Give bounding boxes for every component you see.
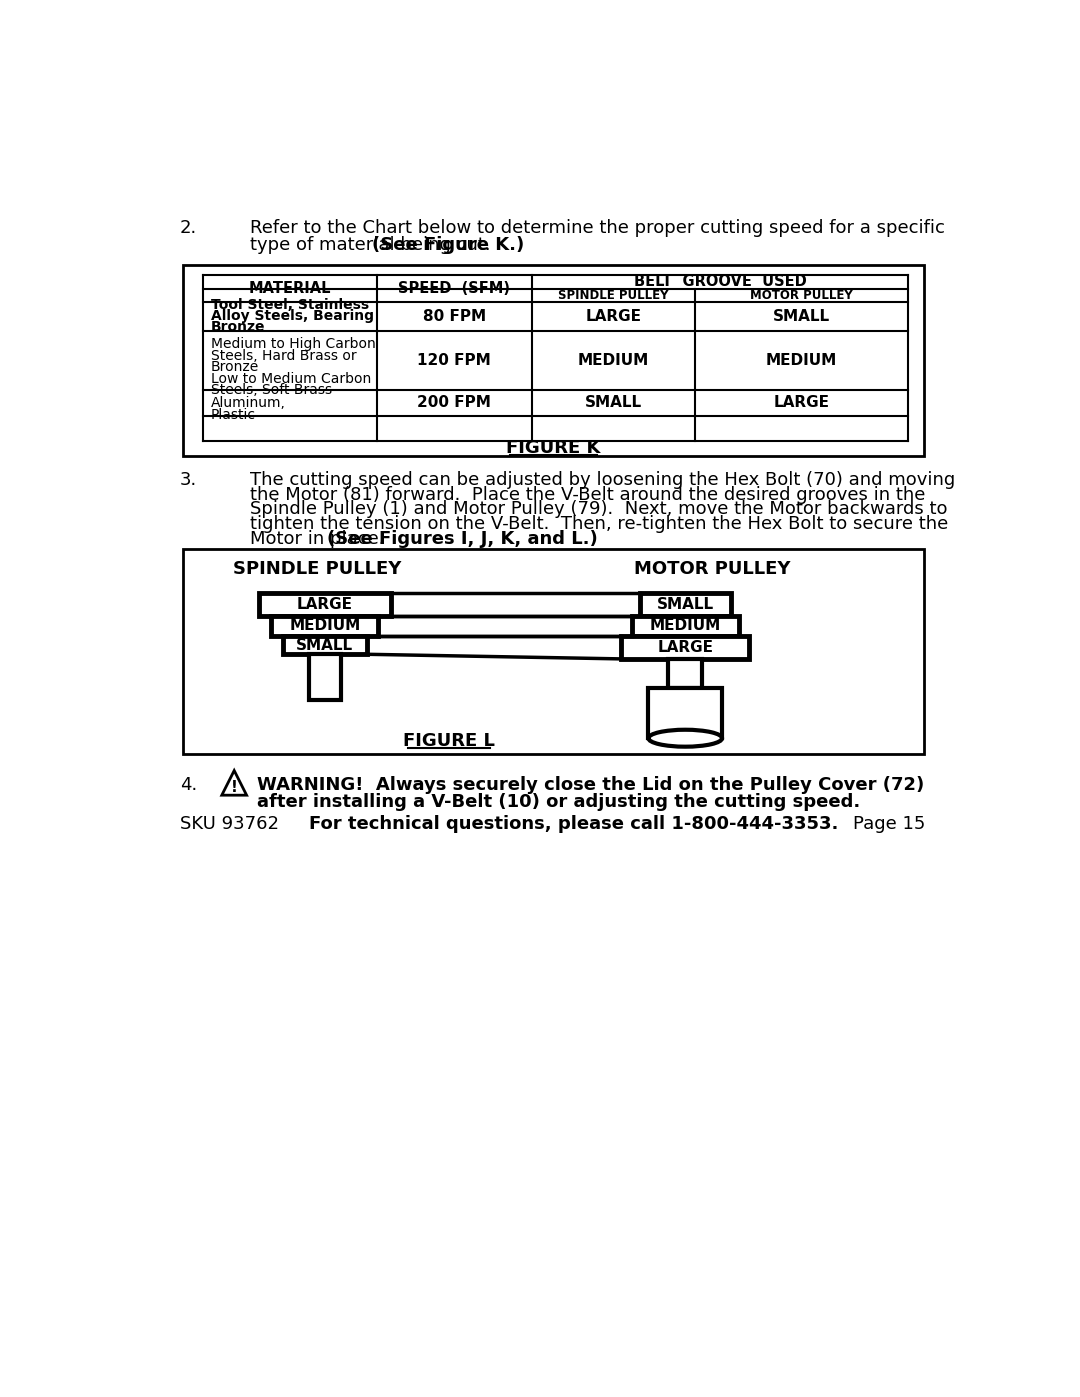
Text: the Motor (81) forward.  Place the V-Belt around the desired grooves in the: the Motor (81) forward. Place the V-Belt… (249, 486, 926, 504)
Text: LARGE: LARGE (773, 395, 829, 411)
Text: BELT  GROOVE  USED: BELT GROOVE USED (634, 274, 807, 289)
Text: Spindle Pulley (1) and Motor Pulley (79).  Next, move the Motor backwards to: Spindle Pulley (1) and Motor Pulley (79)… (249, 500, 947, 518)
Bar (621, 636, 750, 659)
Text: FIGURE L: FIGURE L (403, 732, 495, 750)
Text: 120 FPM: 120 FPM (418, 353, 491, 367)
Text: !: ! (231, 780, 238, 795)
Text: The cutting speed can be adjusted by loosening the Hex Bolt (70) and moving: The cutting speed can be adjusted by loo… (249, 471, 955, 489)
Text: LARGE: LARGE (585, 309, 642, 324)
Text: type of material being cut.: type of material being cut. (249, 236, 502, 254)
Bar (309, 654, 341, 700)
Bar (259, 592, 391, 616)
Text: LARGE: LARGE (658, 640, 713, 655)
Text: 3.: 3. (180, 471, 198, 489)
Text: Bronze: Bronze (211, 360, 259, 374)
Bar (639, 592, 731, 616)
Text: SMALL: SMALL (657, 597, 714, 612)
Text: 80 FPM: 80 FPM (422, 309, 486, 324)
Text: MEDIUM: MEDIUM (289, 619, 361, 633)
Text: WARNING!  Always securely close the Lid on the Pulley Cover (72): WARNING! Always securely close the Lid o… (257, 775, 923, 793)
Text: Page 15: Page 15 (853, 816, 926, 833)
Text: 4.: 4. (180, 775, 198, 793)
Text: SMALL: SMALL (584, 395, 642, 411)
Text: LARGE: LARGE (297, 597, 353, 612)
Text: Bronze: Bronze (211, 320, 266, 334)
Bar (632, 616, 739, 636)
Bar (669, 659, 702, 689)
Text: SMALL: SMALL (296, 637, 353, 652)
Text: SPEED  (SFM): SPEED (SFM) (399, 281, 511, 296)
Text: MOTOR PULLEY: MOTOR PULLEY (634, 560, 791, 578)
Text: tighten the tension on the V-Belt.  Then, re-tighten the Hex Bolt to secure the: tighten the tension on the V-Belt. Then,… (249, 515, 948, 532)
Text: Low to Medium Carbon: Low to Medium Carbon (211, 372, 372, 386)
Text: after installing a V-Belt (10) or adjusting the cutting speed.: after installing a V-Belt (10) or adjust… (257, 793, 860, 810)
Text: SMALL: SMALL (773, 309, 831, 324)
Text: SPINDLE PULLEY: SPINDLE PULLEY (558, 289, 669, 302)
Text: MEDIUM: MEDIUM (766, 353, 837, 367)
Text: MEDIUM: MEDIUM (650, 619, 720, 633)
Text: Plastic: Plastic (211, 408, 256, 422)
Text: Steels, Hard Brass or: Steels, Hard Brass or (211, 349, 356, 363)
Text: Motor in place.: Motor in place. (249, 529, 395, 548)
Text: Aluminum,: Aluminum, (211, 397, 286, 411)
Text: Refer to the Chart below to determine the proper cutting speed for a specific: Refer to the Chart below to determine th… (249, 219, 945, 237)
Text: Alloy Steels, Bearing: Alloy Steels, Bearing (211, 309, 374, 323)
Text: MOTOR PULLEY: MOTOR PULLEY (751, 289, 853, 302)
Text: MATERIAL: MATERIAL (248, 281, 332, 296)
Text: SPINDLE PULLEY: SPINDLE PULLEY (233, 560, 402, 578)
Text: Steels, Soft Brass: Steels, Soft Brass (211, 383, 332, 397)
Text: For technical questions, please call 1-800-444-3353.: For technical questions, please call 1-8… (309, 816, 839, 833)
Text: (See Figure K.): (See Figure K.) (373, 236, 525, 254)
Text: MEDIUM: MEDIUM (578, 353, 649, 367)
Text: (See Figures I, J, K, and L.): (See Figures I, J, K, and L.) (327, 529, 598, 548)
Bar (283, 636, 367, 654)
Text: SKU 93762: SKU 93762 (180, 816, 279, 833)
Bar (271, 616, 378, 636)
Text: FIGURE K: FIGURE K (507, 439, 600, 457)
Text: 2.: 2. (180, 219, 198, 237)
Text: Tool Steel, Stainless: Tool Steel, Stainless (211, 299, 369, 313)
Text: Medium to High Carbon: Medium to High Carbon (211, 337, 376, 351)
Text: 200 FPM: 200 FPM (417, 395, 491, 411)
Bar (648, 689, 723, 738)
Ellipse shape (648, 729, 723, 746)
